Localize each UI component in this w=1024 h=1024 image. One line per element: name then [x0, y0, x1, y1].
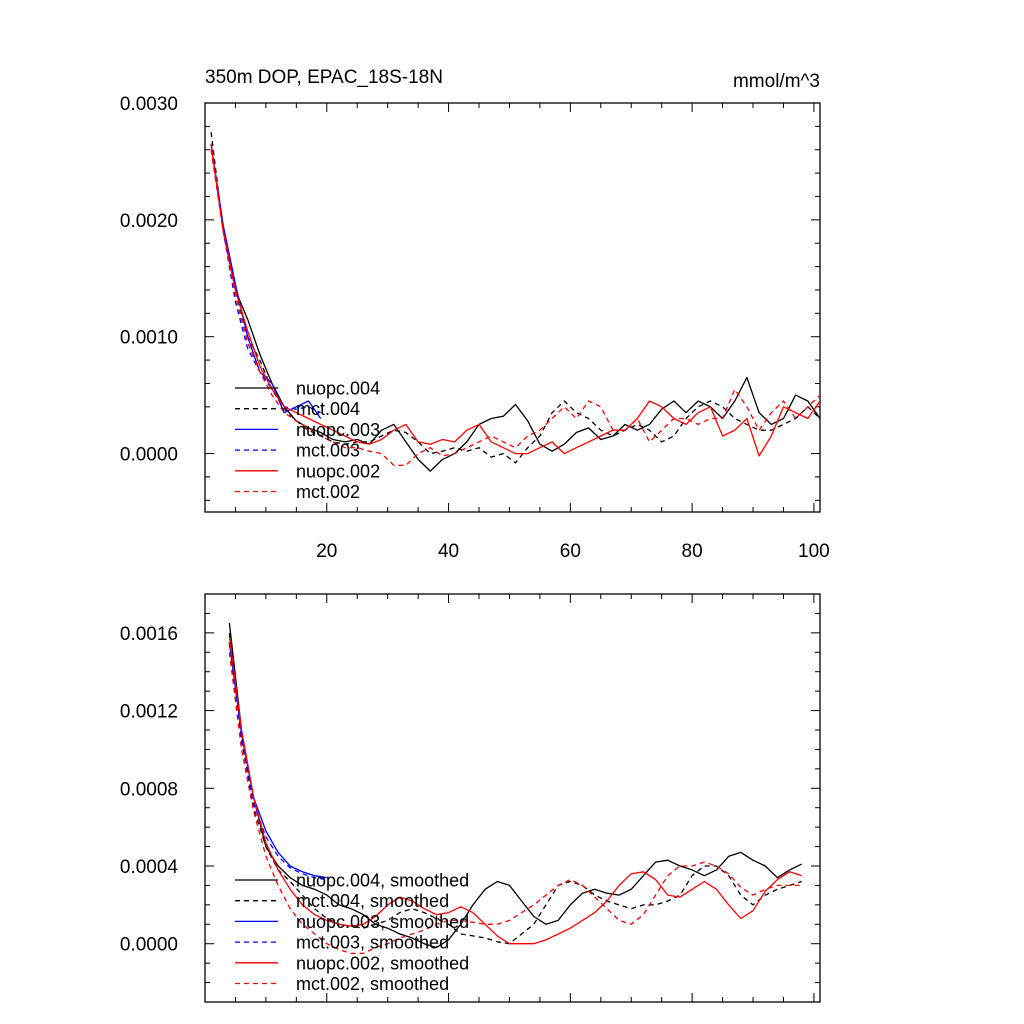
series-line-mct-002-smoothed: [228, 652, 802, 955]
legend-label: nuopc.002, smoothed: [296, 953, 469, 973]
x-tick-label: 60: [560, 541, 581, 562]
legend-label: mct.003: [296, 441, 360, 461]
panel-bottom: 0.0000 0.0004 0.0008 0.0012 0.0016 nuopc.004,…: [120, 593, 821, 1003]
legend: nuopc.004mct.004nuopc.003mct.003nuopc.00…: [235, 379, 380, 502]
y-tick-label: 0.0000: [120, 445, 178, 466]
plot-frame: [204, 102, 821, 513]
chart-title: 350m DOP, EPAC_18S-18N: [205, 67, 443, 88]
y-tick-label: 0.0004: [120, 857, 179, 878]
x-tick-label: 40: [438, 541, 459, 562]
series-line-mct-003: [210, 149, 321, 414]
units-label: mmol/m^3: [733, 71, 820, 92]
x-tick-label: 20: [316, 541, 337, 562]
series-line-nuopc-002-smoothed: [228, 636, 802, 945]
panel-top: 350m DOP, EPAC_18S-18N mmol/m^3 20 40 60 80…: [120, 67, 830, 562]
legend-label: mct.002: [296, 482, 360, 502]
y-tick-label: 0.0000: [120, 935, 178, 956]
plot-frame: [204, 593, 821, 1003]
series-line-mct-003-smoothed: [228, 642, 327, 881]
y-tick-label: 0.0012: [120, 702, 178, 723]
legend-label: nuopc.003, smoothed: [296, 912, 469, 932]
x-tick-label: 100: [798, 541, 830, 562]
y-tick-label: 0.0010: [120, 328, 178, 349]
series-line-mct-002: [210, 149, 820, 466]
legend-label: mct.004, smoothed: [296, 891, 449, 911]
x-tick-label: 80: [682, 541, 703, 562]
y-tick-label: 0.0030: [120, 94, 178, 115]
series-line-nuopc-004-smoothed: [228, 623, 802, 949]
series-line-mct-004-smoothed: [228, 632, 802, 945]
legend-label: nuopc.004: [296, 379, 380, 399]
legend-label: nuopc.002: [296, 461, 380, 481]
legend-label: nuopc.003: [296, 420, 380, 440]
legend-label: mct.004: [296, 399, 360, 419]
series-line-mct-004: [210, 132, 820, 464]
y-tick-label: 0.0020: [120, 211, 178, 232]
legend-label: mct.002, smoothed: [296, 974, 449, 994]
y-tick-label: 0.0008: [120, 779, 178, 800]
series-line-nuopc-004: [210, 143, 820, 472]
series-line-nuopc-002: [210, 143, 820, 457]
y-tick-label: 0.0016: [120, 624, 178, 645]
legend-label: mct.003, smoothed: [296, 933, 449, 953]
legend-label: nuopc.004, smoothed: [296, 871, 469, 891]
